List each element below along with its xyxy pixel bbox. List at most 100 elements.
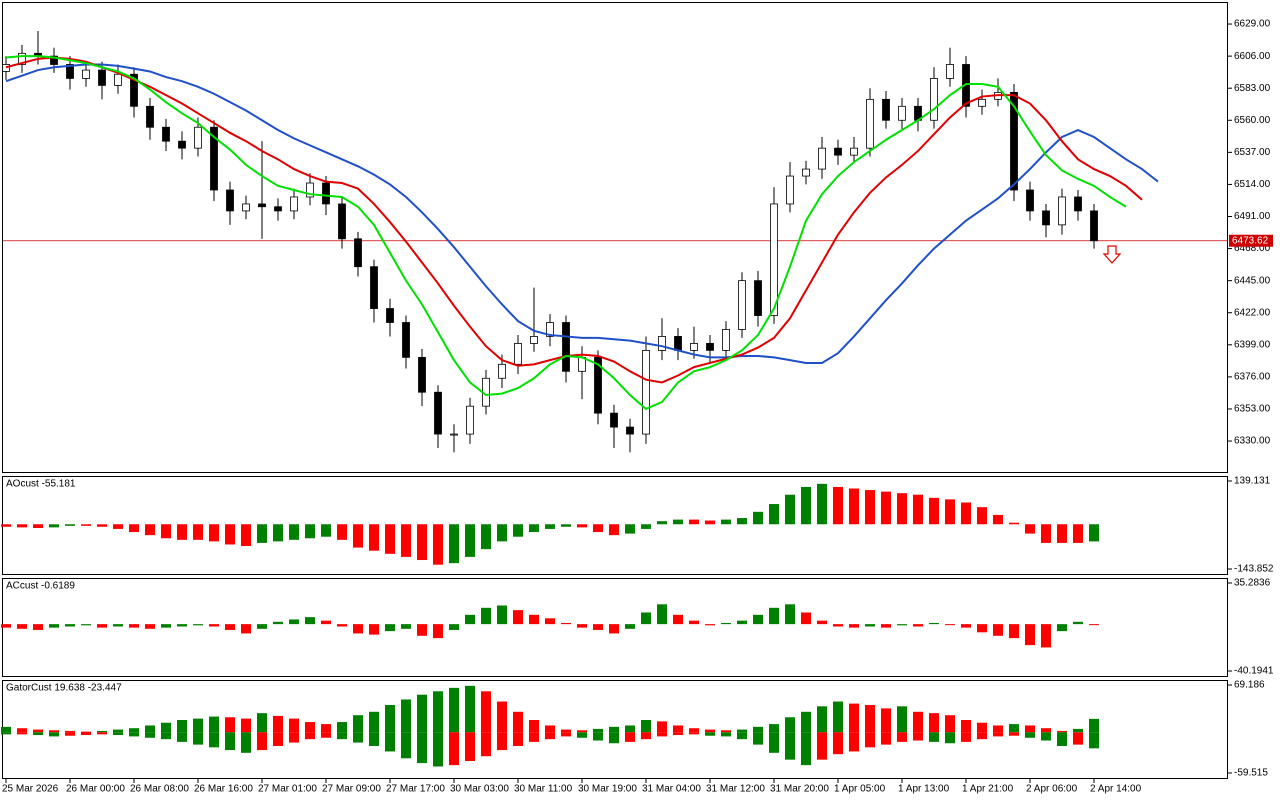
gator-bar [945,732,955,744]
histogram-bar [193,624,203,626]
histogram-bar [561,524,571,527]
gator-bar [161,722,171,733]
histogram-bar [209,524,219,542]
histogram-bar [673,519,683,525]
histogram-bar [945,499,955,525]
gator-bar [177,719,187,733]
y-tick-label: 6330.00 [1234,436,1271,447]
gator-bar [17,728,27,733]
gator-bar [1009,724,1019,733]
gator-bar [769,732,779,753]
histogram-bar [769,607,779,625]
histogram-bar [1057,624,1067,632]
candle-body [1074,196,1082,212]
gator-bar [1,732,11,735]
gator-bar [1009,732,1019,736]
x-tick-label: 26 Mar 08:00 [130,784,189,795]
histogram-bar [657,521,667,525]
gator-bar [433,691,443,733]
gator-bar [577,732,587,738]
gator-bar [673,732,683,736]
candle-body [802,168,810,177]
histogram-bar [1041,624,1051,648]
gator-bar [817,732,827,760]
histogram-bar [177,624,187,627]
histogram-bar [641,612,651,625]
gator-bar [1041,728,1051,733]
candle-body [450,433,458,436]
gator-bar [529,732,539,742]
histogram-bar [417,524,427,561]
candle-body [930,78,938,121]
moving-average [5,56,1143,384]
gator-bar [145,732,155,738]
histogram-bar [993,624,1003,636]
histogram-bar [785,604,795,625]
gator-bar [1057,732,1067,746]
gator-bar [321,732,331,738]
candle-body [274,206,282,212]
gator-bar [897,732,907,742]
histogram-bar [577,624,587,628]
candle-body [178,140,186,149]
histogram-bar [369,524,379,551]
gator-bar [17,732,27,735]
histogram-bar [609,524,619,536]
gator-bar [913,711,923,733]
candle-body [258,203,266,208]
histogram-bar [801,612,811,625]
histogram-bar [145,524,155,536]
gator-bar [97,730,107,733]
x-tick-label: 30 Mar 11:00 [514,784,573,795]
gator-bar [545,732,555,740]
candle-body [18,52,26,65]
candle-body [2,64,10,72]
histogram-bar [369,624,379,635]
histogram-bar [689,620,699,625]
candle-body [130,73,138,107]
histogram-bar [129,524,139,533]
candle-body [162,126,170,142]
histogram-bar [721,519,731,525]
gator-bar [769,724,779,733]
candle-body [690,343,698,351]
histogram-bar [337,524,347,540]
histogram-bar [705,624,715,626]
gator-bar [193,732,203,745]
gator-bar [849,732,859,752]
gator-bar [545,725,555,733]
histogram-bar [33,524,43,528]
candle-body [818,147,826,170]
histogram-bar [961,502,971,525]
histogram-bar [657,604,667,625]
gator-bar [369,732,379,746]
histogram-bar [449,524,459,564]
candle-body [770,203,778,316]
gator-bar [241,732,251,753]
gator-bar [721,730,731,733]
gator-bar [881,708,891,733]
candle-body [530,336,538,344]
histogram-bar [1073,524,1083,543]
gator-bar [225,717,235,733]
gator-bar [673,725,683,733]
x-tick-label: 26 Mar 00:00 [66,784,125,795]
gator-bar [145,725,155,733]
histogram-bar [1041,524,1051,543]
candle-body [594,356,602,414]
gator-bar [657,721,667,733]
candle-body [354,238,362,268]
gator-bar [945,715,955,733]
candle-body [882,98,890,121]
histogram-bar [209,624,219,627]
histogram-bar [945,624,955,626]
histogram-bar [1025,524,1035,534]
gator-bar [385,704,395,733]
gator-bar [481,691,491,733]
gator-bar [817,706,827,733]
moving-average [5,55,1127,411]
histogram-bar [241,524,251,547]
histogram-bar [401,524,411,557]
histogram-bar [1089,624,1099,626]
x-tick-label: 31 Mar 20:00 [770,784,829,795]
